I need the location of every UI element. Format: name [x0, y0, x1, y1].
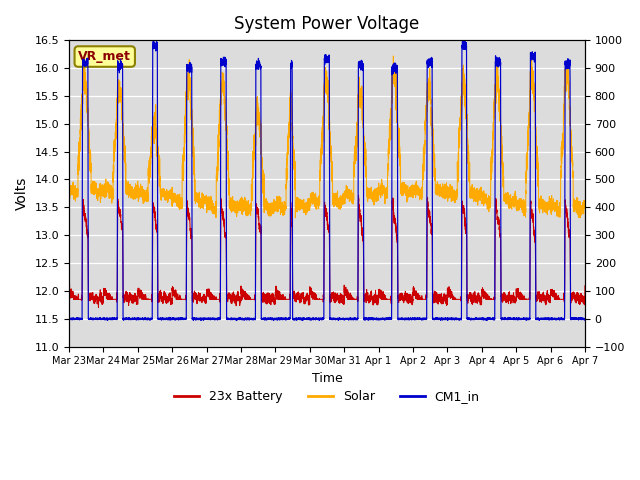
Title: System Power Voltage: System Power Voltage — [234, 15, 420, 33]
Legend: 23x Battery, Solar, CM1_in: 23x Battery, Solar, CM1_in — [169, 385, 484, 408]
Text: VR_met: VR_met — [78, 50, 131, 63]
X-axis label: Time: Time — [312, 372, 342, 385]
Y-axis label: Volts: Volts — [15, 177, 29, 210]
